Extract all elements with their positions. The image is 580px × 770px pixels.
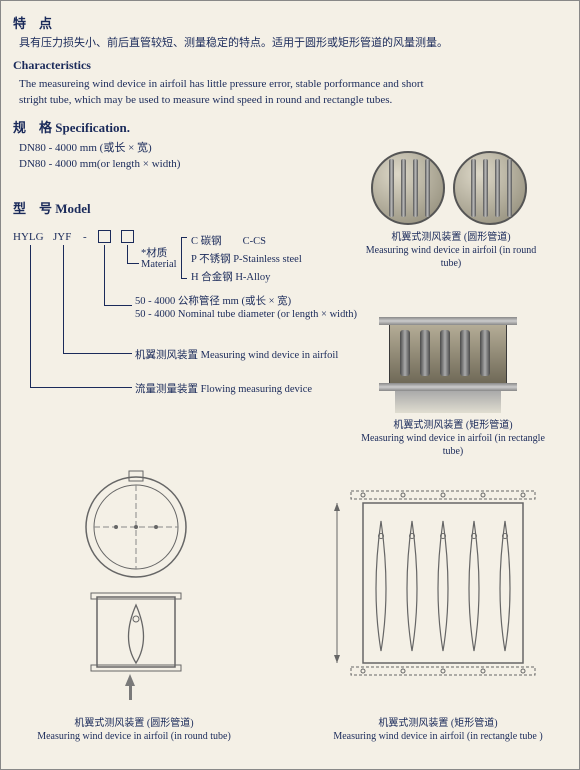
model-wing-label: 机翼测风装置 Measuring wind device in airfoil	[135, 347, 338, 362]
caption-drawing-round-en: Measuring wind device in airfoil (in rou…	[29, 730, 239, 743]
caption-drawing-round: 机翼式测风装置 (圆形管道) Measuring wind device in …	[29, 717, 239, 743]
model-diam-en: 50 - 4000 Nominal tube diameter (or leng…	[135, 309, 357, 320]
model-code-hylg: HYLG	[13, 231, 44, 243]
model-bracket	[181, 237, 187, 279]
drawing-round-arrow	[125, 674, 135, 700]
model-box-2	[121, 230, 134, 243]
characteristics-title-cn: 特 点	[13, 13, 567, 32]
caption-photo-rect-en: Measuring wind device in airfoil (in rec…	[353, 432, 553, 458]
characteristics-body-en-1: The measureing wind device in airfoil ha…	[13, 76, 567, 93]
model-line-v3	[104, 245, 105, 305]
model-line-h2	[63, 353, 132, 354]
photo-rect-outlet	[395, 391, 501, 413]
caption-drawing-round-cn: 机翼式测风装置 (圆形管道)	[29, 717, 239, 730]
model-line-h4	[127, 263, 139, 264]
model-line-v1	[30, 245, 31, 387]
model-mat-c: C 碳钢 C-CS	[191, 233, 266, 248]
spec-title: 规 格 Specification.	[13, 117, 567, 136]
drawing-round	[61, 469, 211, 709]
model-line-h1	[30, 387, 132, 388]
caption-photo-rect: 机翼式测风装置 (矩形管道) Measuring wind device in …	[353, 419, 553, 458]
model-code-jyf: JYF	[53, 231, 71, 243]
caption-photo-round: 机翼式测风装置 (圆形管道) Measuring wind device in …	[361, 231, 541, 270]
caption-drawing-rect: 机翼式测风装置 (矩形管道) Measuring wind device in …	[323, 717, 553, 743]
model-dash: -	[83, 231, 87, 243]
caption-drawing-rect-en: Measuring wind device in airfoil (in rec…	[323, 730, 553, 743]
photo-rect-flange-top	[379, 317, 517, 325]
model-mat-h: H 合金钢 H-Alloy	[191, 269, 270, 284]
model-flow-label: 流量测量装置 Flowing measuring device	[135, 381, 312, 396]
photo-round-device-2	[453, 151, 527, 225]
caption-photo-rect-cn: 机翼式测风装置 (矩形管道)	[353, 419, 553, 432]
model-line-v4	[127, 245, 128, 263]
photo-round-device-1	[371, 151, 445, 225]
model-diam-cn: 50 - 4000 公称管径 mm (或长 × 宽)	[135, 293, 291, 308]
model-line-v2	[63, 245, 64, 353]
photo-rect-device	[389, 321, 507, 385]
model-mat-p: P 不锈钢 P-Stainless steel	[191, 251, 302, 266]
model-material-label-cn: *材质	[141, 245, 167, 260]
characteristics-body-en-2: stright tube, which may be used to measu…	[13, 92, 567, 109]
characteristics-body-cn: 具有压力损失小、前后直管较短、测量稳定的特点。适用于圆形或矩形管道的风量测量。	[13, 35, 567, 52]
characteristics-title-en: Characteristics	[13, 58, 567, 73]
model-material-label-en: Material	[141, 259, 177, 270]
caption-photo-round-cn: 机翼式测风装置 (圆形管道)	[361, 231, 541, 244]
model-box-1	[98, 230, 111, 243]
drawing-rect	[323, 481, 553, 711]
caption-photo-round-en: Measuring wind device in airfoil (in rou…	[361, 244, 541, 270]
model-line-h3	[104, 305, 132, 306]
caption-drawing-rect-cn: 机翼式测风装置 (矩形管道)	[323, 717, 553, 730]
photo-rect-flange-bot	[379, 383, 517, 391]
